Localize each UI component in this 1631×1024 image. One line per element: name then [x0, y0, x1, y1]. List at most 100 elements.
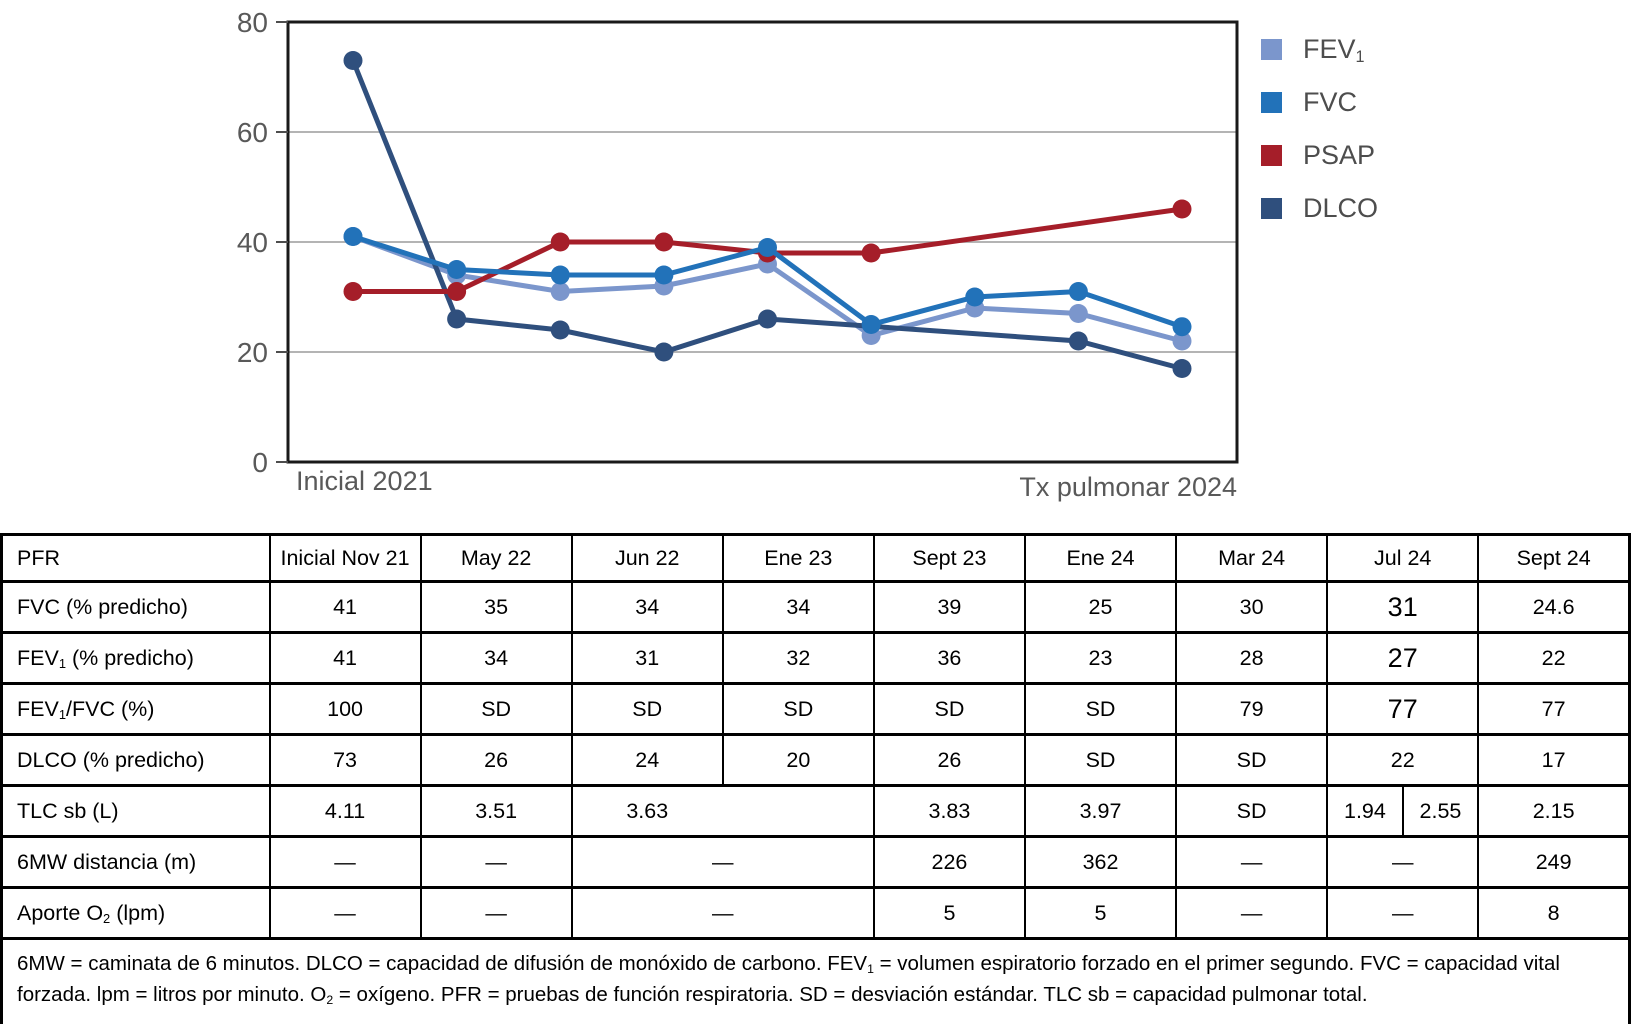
legend-label-DLCO: DLCO — [1303, 192, 1379, 223]
table-cell: 22 — [1477, 631, 1631, 685]
legend-item-DLCO: DLCO — [1261, 193, 1378, 223]
data-point-PSAP — [343, 282, 363, 301]
data-point-DLCO — [1068, 331, 1088, 351]
table-cell: 34 — [721, 580, 875, 634]
column-header: Mar 24 — [1175, 533, 1329, 583]
row-label: FEV1 (% predicho) — [0, 631, 271, 685]
table-cell: — — [570, 835, 875, 889]
legend-item-FEV1: FEV1 — [1261, 34, 1378, 66]
table-cell: 3.97 — [1023, 784, 1178, 838]
table-cell: SD — [1175, 733, 1329, 787]
data-point-FEV1 — [550, 282, 570, 301]
table-cell: — — [419, 835, 573, 889]
y-axis-tick-label: 80 — [237, 7, 268, 38]
table-cell: 79 — [1175, 682, 1329, 736]
legend-item-PSAP: PSAP — [1261, 140, 1378, 170]
chart-legend: FEV1 FVC PSAP DLCO — [1261, 34, 1378, 223]
table-cell: 31 — [1326, 580, 1480, 634]
table-cell: 4.11 — [268, 784, 422, 838]
pfr-table: PFR Inicial Nov 21 May 22 Jun 22 Ene 23 Sept … — [0, 533, 1631, 1024]
x-axis-start-label: Inicial 2021 — [296, 466, 433, 496]
table-cell: 26 — [872, 733, 1026, 787]
subscript: 2 — [326, 993, 334, 1008]
y-axis-tick-label: 60 — [237, 117, 268, 148]
table-cell: 35 — [419, 580, 573, 634]
data-point-DLCO — [447, 309, 467, 329]
data-point-FVC — [965, 287, 985, 307]
table-cell: 25 — [1023, 580, 1178, 634]
table-cell: 36 — [872, 631, 1026, 685]
table-row: FVC (% predicho) 41 35 34 34 39 25 30 31 24.6 — [0, 580, 1631, 634]
table-header-row: PFR Inicial Nov 21 May 22 Jun 22 Ene 23 Sept … — [0, 533, 1631, 583]
table-cell: SD — [721, 682, 875, 736]
row-label: DLCO (% predicho) — [0, 733, 271, 787]
table-cell: 3.51 — [419, 784, 573, 838]
data-point-FVC — [1172, 317, 1192, 337]
table-cell: 100 — [268, 682, 422, 736]
table-cell: 28 — [1175, 631, 1329, 685]
table-footnote: 6MW = caminata de 6 minutos. DLCO = capa… — [0, 937, 1631, 1024]
column-header: May 22 — [419, 533, 573, 583]
table-cell: SD — [570, 682, 724, 736]
table-cell: — — [419, 886, 573, 940]
data-point-FEV1 — [1068, 304, 1088, 323]
table-cell: 39 — [872, 580, 1026, 634]
table-cell: 41 — [268, 580, 422, 634]
column-header: Sept 23 — [872, 533, 1026, 583]
legend-label-PSAP: PSAP — [1303, 139, 1376, 170]
table-cell: 32 — [721, 631, 875, 685]
data-point-PSAP — [550, 232, 570, 252]
table-cell: — — [570, 886, 875, 940]
table-cell: SD — [872, 682, 1026, 736]
column-header: Jul 24 — [1326, 533, 1480, 583]
table-cell: 1.94 — [1326, 784, 1404, 838]
column-header: Ene 23 — [721, 533, 875, 583]
legend-label-FEV1: FEV1 — [1303, 33, 1365, 67]
legend-swatch-FVC — [1261, 91, 1282, 113]
y-axis-tick-label: 0 — [252, 447, 268, 478]
chart-area: 0 20 40 60 80 FEV1 FVC PSAP DLCO Inicial 2021 T… — [237, 7, 1378, 502]
table-cell: 34 — [570, 580, 724, 634]
row-label: Aporte O2 (lpm) — [0, 886, 271, 940]
table-cell: — — [1175, 835, 1329, 889]
data-point-FVC — [758, 238, 777, 257]
table-cell: 30 — [1175, 580, 1329, 634]
y-axis-tick-label: 40 — [237, 227, 268, 258]
table-row: Aporte O2 (lpm) — — —5 5— —8 — [0, 886, 1631, 940]
data-point-DLCO — [1172, 359, 1192, 378]
row-label: FVC (% predicho) — [0, 580, 271, 634]
y-axis-tick-label: 20 — [237, 337, 268, 368]
table-cell: 26 — [419, 733, 573, 787]
data-point-FVC — [447, 260, 467, 279]
data-point-FVC — [654, 265, 674, 285]
table-cell: 31 — [570, 631, 724, 685]
table-cell: 20 — [721, 733, 875, 787]
table-cell: 34 — [419, 631, 573, 685]
table-cell: 8 — [1477, 886, 1631, 940]
legend-item-FVC: FVC — [1261, 87, 1378, 117]
table-cell: 226 — [872, 835, 1026, 889]
table-cell: 22 — [1326, 733, 1480, 787]
row-label: 6MW distancia (m) — [0, 835, 271, 889]
pfr-trend-chart: 0 20 40 60 80 — [237, 7, 1239, 478]
data-point-DLCO — [550, 320, 570, 340]
column-header: Ene 24 — [1023, 533, 1178, 583]
table-cell: 3.63 — [570, 784, 875, 838]
table-cell: — — [1326, 886, 1480, 940]
subscript: 1 — [867, 962, 874, 977]
data-point-PSAP — [447, 282, 467, 301]
table-cell: 3.83 — [872, 784, 1026, 838]
data-point-PSAP — [1172, 199, 1192, 219]
column-header: Jun 22 — [570, 533, 724, 583]
column-header: Inicial Nov 21 — [268, 533, 422, 583]
table-cell: SD — [1023, 733, 1178, 787]
subscript: 1 — [1355, 48, 1365, 67]
table-cell: SD — [1175, 784, 1329, 838]
table-row: 6MW distancia (m) — — —226 362— —249 — [0, 835, 1631, 889]
legend-swatch-PSAP — [1261, 144, 1282, 166]
table-cell: 24 — [570, 733, 724, 787]
data-point-FVC — [343, 227, 363, 246]
table-cell: 249 — [1477, 835, 1631, 889]
table-cell: 41 — [268, 631, 422, 685]
